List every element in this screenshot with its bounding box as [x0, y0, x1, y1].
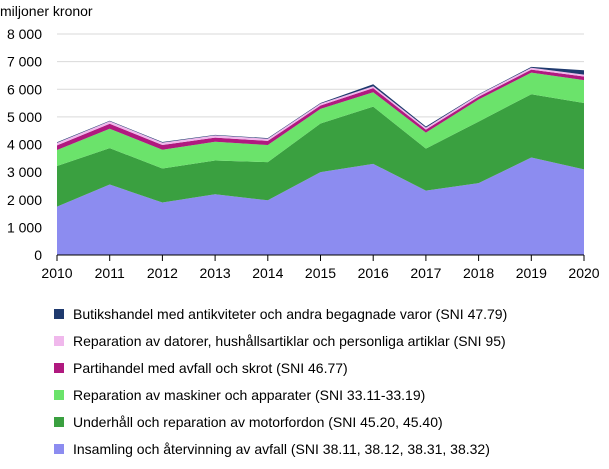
x-tick-label: 2017 — [410, 265, 441, 281]
legend-swatch — [54, 362, 64, 373]
y-tick-label: 0 — [34, 247, 42, 263]
y-tick-label: 4 000 — [7, 137, 42, 153]
y-axis-unit-label: miljoner kronor — [0, 3, 93, 19]
legend-item: Partihandel med avfall och skrot (SNI 46… — [54, 354, 604, 381]
y-tick-label: 5 000 — [7, 109, 42, 125]
legend-label: Butikshandel med antikviteter och andra … — [73, 305, 508, 322]
legend-label: Insamling och återvinning av avfall (SNI… — [73, 440, 490, 457]
x-tick-label: 2020 — [568, 265, 599, 281]
x-axis-ticks: 2010 2011 2012 2013 2014 2015 2016 2017 2018 2019… — [41, 255, 600, 281]
legend: Butikshandel med antikviteter och andra … — [54, 300, 604, 462]
y-tick-label: 3 000 — [7, 164, 42, 180]
x-tick-label: 2015 — [305, 265, 336, 281]
area-series-1 — [57, 94, 584, 207]
legend-item: Insamling och återvinning av avfall (SNI… — [54, 435, 604, 462]
x-tick-label: 2013 — [200, 265, 231, 281]
legend-swatch — [54, 389, 64, 400]
stacked-area-chart: miljoner kronor 0 1 000 2 000 3 000 4 000 5 0… — [0, 3, 600, 281]
legend-item: Reparation av datorer, hushållsartiklar … — [54, 327, 604, 354]
x-tick-label: 2018 — [463, 265, 494, 281]
legend-swatch — [54, 335, 64, 346]
y-tick-label: 7 000 — [7, 54, 42, 70]
area-series-2 — [57, 72, 584, 169]
area-series — [57, 66, 584, 255]
legend-swatch — [54, 416, 64, 427]
legend-label: Reparation av maskiner och apparater (SN… — [73, 386, 426, 403]
legend-item: Reparation av maskiner och apparater (SN… — [54, 381, 604, 408]
legend-label: Reparation av datorer, hushållsartiklar … — [73, 332, 506, 349]
x-tick-label: 2011 — [95, 265, 125, 281]
x-tick-label: 2014 — [252, 265, 283, 281]
y-tick-label: 1 000 — [7, 219, 42, 235]
y-axis-ticks: 0 1 000 2 000 3 000 4 000 5 000 6 000 7 000 8 00… — [7, 26, 42, 263]
area-series-0 — [57, 157, 584, 255]
y-tick-label: 8 000 — [7, 26, 42, 42]
x-tick-label: 2016 — [358, 265, 389, 281]
x-tick-label: 2019 — [516, 265, 547, 281]
legend-label: Underhåll och reparation av motorfordon … — [73, 413, 443, 430]
x-tick-label: 2010 — [41, 265, 72, 281]
legend-label: Partihandel med avfall och skrot (SNI 46… — [73, 359, 348, 376]
legend-swatch — [54, 308, 64, 319]
y-tick-label: 6 000 — [7, 81, 42, 97]
x-tick-label: 2012 — [147, 265, 178, 281]
legend-swatch — [54, 443, 64, 454]
y-tick-label: 2 000 — [7, 192, 42, 208]
legend-item: Underhåll och reparation av motorfordon … — [54, 408, 604, 435]
legend-item: Butikshandel med antikviteter och andra … — [54, 300, 604, 327]
